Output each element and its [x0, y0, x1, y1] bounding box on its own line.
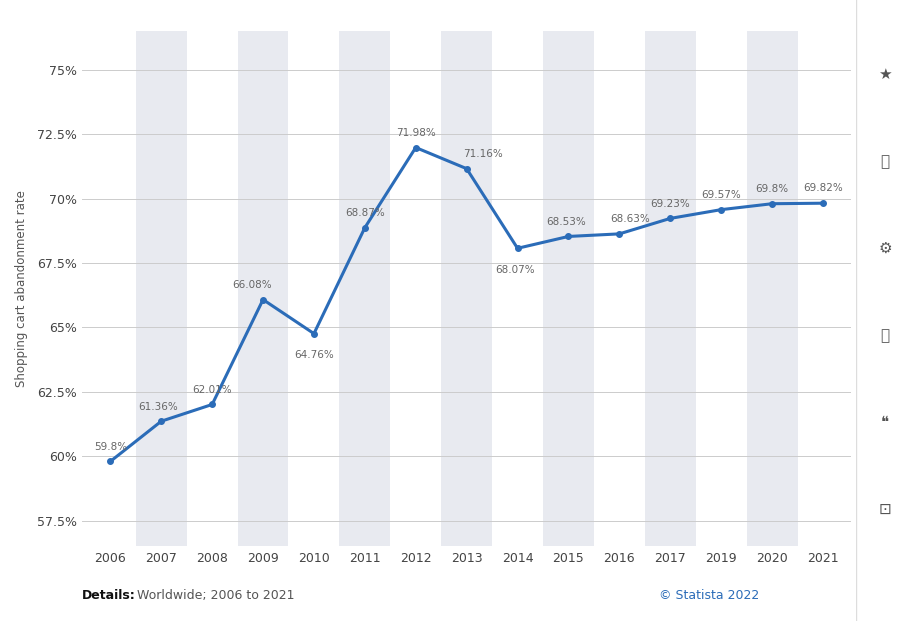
Text: ⊡: ⊡ — [879, 502, 891, 517]
Text: 66.08%: 66.08% — [232, 280, 272, 290]
Bar — [645, 31, 695, 546]
Text: 68.63%: 68.63% — [610, 214, 651, 224]
Bar — [339, 31, 391, 546]
Text: 71.98%: 71.98% — [396, 128, 436, 138]
Text: 62.01%: 62.01% — [192, 385, 232, 395]
Text: ❝: ❝ — [881, 415, 889, 430]
Bar — [135, 31, 187, 546]
Text: 69.8%: 69.8% — [756, 184, 789, 194]
Text: 68.07%: 68.07% — [495, 265, 534, 275]
Text: Worldwide; 2006 to 2021: Worldwide; 2006 to 2021 — [133, 589, 295, 602]
Text: 68.87%: 68.87% — [345, 208, 384, 218]
Text: 69.82%: 69.82% — [803, 183, 843, 194]
Text: 59.8%: 59.8% — [93, 442, 127, 451]
Bar — [238, 31, 288, 546]
Bar — [543, 31, 594, 546]
Text: ⤴: ⤴ — [881, 328, 889, 343]
Text: © Statista 2022: © Statista 2022 — [659, 589, 759, 602]
Y-axis label: Shopping cart abandonment rate: Shopping cart abandonment rate — [16, 190, 28, 388]
Text: 69.23%: 69.23% — [651, 199, 690, 209]
Text: 68.53%: 68.53% — [546, 217, 586, 227]
Text: ⚙: ⚙ — [878, 241, 892, 256]
Text: Details:: Details: — [82, 589, 136, 602]
Text: 64.76%: 64.76% — [294, 350, 334, 360]
Text: ★: ★ — [878, 67, 892, 82]
Text: 🔔: 🔔 — [881, 154, 889, 169]
Bar — [441, 31, 492, 546]
Bar — [747, 31, 798, 546]
Text: 71.16%: 71.16% — [463, 149, 503, 159]
Text: 61.36%: 61.36% — [138, 402, 178, 412]
Text: 69.57%: 69.57% — [701, 190, 741, 200]
